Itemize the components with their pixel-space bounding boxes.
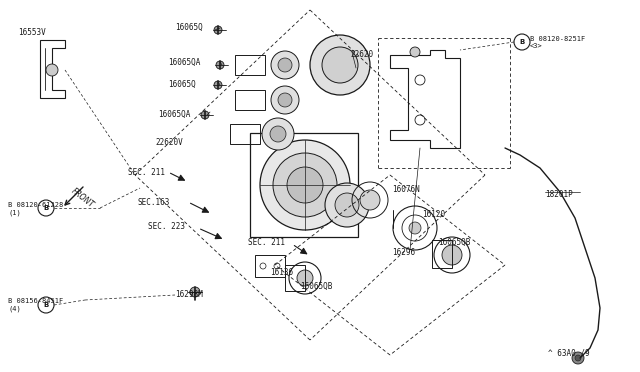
Text: 18201P: 18201P — [545, 190, 573, 199]
Circle shape — [278, 58, 292, 72]
Text: 16136: 16136 — [270, 268, 293, 277]
Text: 16553V: 16553V — [18, 28, 45, 37]
Text: 22620V: 22620V — [155, 138, 183, 147]
Text: B 08120-8251F
<3>: B 08120-8251F <3> — [530, 36, 585, 49]
Bar — [250, 133, 358, 237]
Circle shape — [410, 47, 420, 57]
Text: B: B — [520, 39, 525, 45]
Bar — [255, 255, 285, 277]
Circle shape — [273, 153, 337, 217]
Circle shape — [46, 64, 58, 76]
Circle shape — [201, 111, 209, 119]
Text: B 08120-61228
(1): B 08120-61228 (1) — [8, 202, 63, 215]
Circle shape — [322, 47, 358, 83]
Circle shape — [310, 35, 370, 95]
Text: SEC.163: SEC.163 — [138, 198, 170, 207]
Bar — [285, 265, 305, 291]
Circle shape — [335, 193, 359, 217]
Text: 16065QB: 16065QB — [438, 238, 470, 247]
Circle shape — [297, 270, 313, 286]
Circle shape — [271, 86, 299, 114]
Circle shape — [572, 352, 584, 364]
Circle shape — [260, 140, 350, 230]
Text: 16065QB: 16065QB — [300, 282, 332, 291]
Circle shape — [214, 26, 222, 34]
Text: 16120: 16120 — [422, 210, 445, 219]
Text: FRONT: FRONT — [70, 186, 96, 209]
Text: B: B — [44, 302, 49, 308]
Circle shape — [360, 190, 380, 210]
Circle shape — [278, 93, 292, 107]
Bar — [432, 240, 452, 268]
Circle shape — [262, 118, 294, 150]
Bar — [230, 124, 260, 144]
Circle shape — [216, 61, 224, 69]
Circle shape — [575, 355, 581, 361]
Text: 16298M: 16298M — [175, 290, 203, 299]
Circle shape — [270, 126, 286, 142]
Text: 16065Q: 16065Q — [168, 80, 196, 89]
Text: 16076N: 16076N — [392, 185, 420, 194]
Circle shape — [287, 167, 323, 203]
Circle shape — [514, 34, 530, 50]
Text: 16065Q: 16065Q — [175, 23, 203, 32]
Circle shape — [214, 81, 222, 89]
Text: B: B — [44, 205, 49, 211]
Bar — [235, 90, 265, 110]
Text: SEC. 223: SEC. 223 — [148, 222, 185, 231]
Circle shape — [38, 200, 54, 216]
Text: ^ 63A0 /9: ^ 63A0 /9 — [548, 348, 589, 357]
Text: SEC. 211: SEC. 211 — [248, 238, 285, 247]
Text: 16065QA: 16065QA — [158, 110, 190, 119]
Text: 22620: 22620 — [350, 50, 373, 59]
Circle shape — [325, 183, 369, 227]
Text: 16065QA: 16065QA — [168, 58, 200, 67]
Circle shape — [442, 245, 462, 265]
Circle shape — [271, 51, 299, 79]
Text: SEC. 211: SEC. 211 — [128, 168, 165, 177]
Text: B 08156-8451F
(4): B 08156-8451F (4) — [8, 298, 63, 311]
Circle shape — [190, 287, 200, 297]
Circle shape — [409, 222, 421, 234]
Text: 16296: 16296 — [392, 248, 415, 257]
Bar — [235, 55, 265, 75]
Circle shape — [38, 297, 54, 313]
